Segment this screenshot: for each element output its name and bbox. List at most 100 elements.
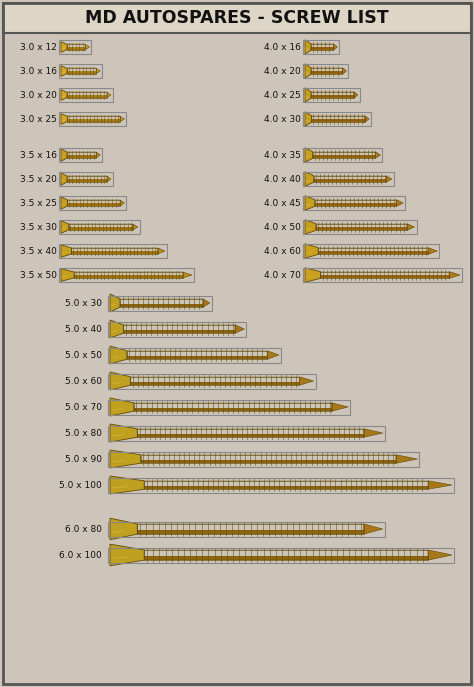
Bar xyxy=(316,229,407,230)
Bar xyxy=(74,275,183,277)
Bar xyxy=(67,45,85,49)
Bar xyxy=(69,229,133,230)
Bar xyxy=(67,120,120,121)
Bar xyxy=(67,200,120,206)
Bar xyxy=(67,72,96,74)
Bar xyxy=(144,556,428,558)
Bar xyxy=(74,272,183,278)
Bar xyxy=(130,381,300,383)
Polygon shape xyxy=(365,115,369,122)
Bar xyxy=(67,117,120,122)
Polygon shape xyxy=(110,346,127,364)
Polygon shape xyxy=(110,372,130,390)
Bar xyxy=(59,268,194,282)
Bar xyxy=(311,67,342,74)
Bar xyxy=(311,71,342,73)
Polygon shape xyxy=(396,200,403,206)
Polygon shape xyxy=(110,544,144,566)
Polygon shape xyxy=(61,172,67,185)
Polygon shape xyxy=(110,476,144,494)
Bar xyxy=(123,330,235,332)
Bar xyxy=(67,179,107,181)
Bar xyxy=(127,356,267,358)
Bar xyxy=(127,351,267,359)
Bar xyxy=(137,435,364,437)
Bar xyxy=(144,481,428,489)
Polygon shape xyxy=(120,200,125,206)
Bar xyxy=(67,152,96,158)
Polygon shape xyxy=(267,351,279,359)
Polygon shape xyxy=(300,376,314,385)
Bar xyxy=(320,276,449,278)
Text: 3.0 x 20: 3.0 x 20 xyxy=(20,91,57,100)
Text: 4.0 x 70: 4.0 x 70 xyxy=(264,271,301,280)
Bar xyxy=(312,155,375,157)
Bar xyxy=(67,93,107,98)
Bar xyxy=(141,461,396,463)
Bar xyxy=(141,460,396,463)
Bar xyxy=(303,244,439,258)
Bar xyxy=(141,460,396,462)
Bar xyxy=(312,156,375,158)
Bar xyxy=(120,304,203,306)
Bar xyxy=(67,203,120,205)
Bar xyxy=(314,180,386,181)
Bar xyxy=(134,409,331,411)
Bar xyxy=(123,330,235,333)
Bar xyxy=(303,112,371,126)
Bar xyxy=(67,120,120,122)
Bar xyxy=(74,275,183,278)
Bar xyxy=(311,97,354,98)
Bar xyxy=(318,252,428,254)
Bar xyxy=(311,120,365,122)
Bar xyxy=(74,276,183,278)
Text: MD AUTOSPARES - SCREW LIST: MD AUTOSPARES - SCREW LIST xyxy=(85,9,389,27)
Bar xyxy=(144,486,428,488)
Polygon shape xyxy=(305,244,318,258)
Bar xyxy=(67,48,85,49)
Text: 3.5 x 25: 3.5 x 25 xyxy=(20,199,57,207)
Polygon shape xyxy=(428,247,438,254)
Bar xyxy=(134,403,331,412)
Text: 3.5 x 16: 3.5 x 16 xyxy=(20,150,57,159)
Bar xyxy=(315,204,396,205)
Polygon shape xyxy=(203,299,210,307)
Bar xyxy=(318,253,428,254)
Bar xyxy=(311,48,333,50)
Bar xyxy=(144,486,428,488)
Bar xyxy=(137,530,364,533)
Bar xyxy=(320,276,449,278)
Bar xyxy=(72,248,158,254)
Bar xyxy=(311,120,365,121)
Polygon shape xyxy=(183,272,192,278)
Polygon shape xyxy=(158,248,165,254)
Bar xyxy=(316,228,407,229)
Bar xyxy=(67,69,96,74)
Bar xyxy=(318,252,428,254)
Polygon shape xyxy=(386,176,392,183)
Bar xyxy=(144,487,428,489)
Bar xyxy=(130,376,300,385)
Polygon shape xyxy=(305,220,316,234)
Bar xyxy=(120,305,203,307)
Polygon shape xyxy=(107,93,111,98)
Bar xyxy=(108,348,281,363)
Bar xyxy=(108,521,385,537)
Bar xyxy=(67,95,107,97)
Bar xyxy=(318,251,428,253)
Polygon shape xyxy=(364,524,383,534)
Bar xyxy=(108,451,419,466)
Bar xyxy=(108,374,316,389)
Bar xyxy=(108,322,246,337)
Polygon shape xyxy=(61,148,67,161)
Text: 4.0 x 20: 4.0 x 20 xyxy=(264,67,301,76)
Polygon shape xyxy=(110,424,137,442)
Bar xyxy=(303,172,394,186)
Bar xyxy=(316,227,407,229)
Bar xyxy=(303,88,360,102)
Text: 4.0 x 35: 4.0 x 35 xyxy=(264,150,301,159)
Bar xyxy=(315,200,396,206)
Bar xyxy=(312,156,375,157)
Bar xyxy=(72,252,158,254)
Bar xyxy=(303,40,339,54)
